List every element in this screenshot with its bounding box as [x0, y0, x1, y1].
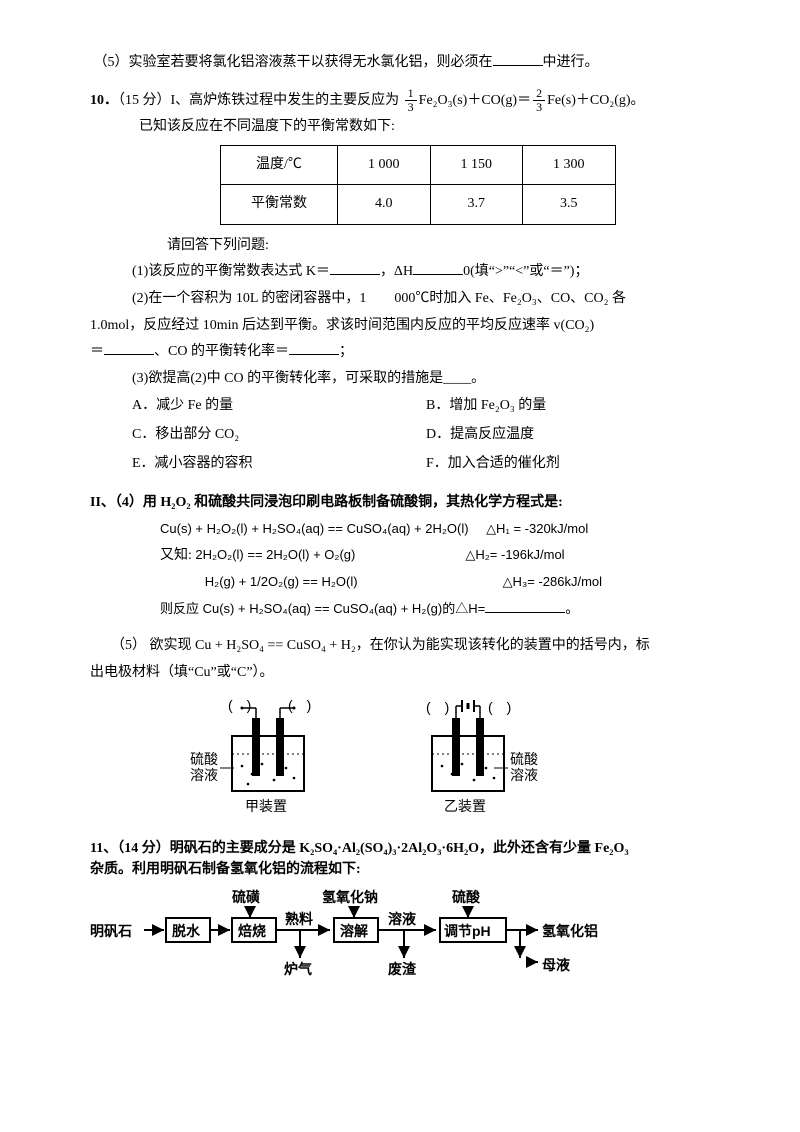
- q5-line: （5）实验室若要将氯化铝溶液蒸干以获得无水氯化铝，则必须在 中进行。: [90, 50, 720, 77]
- q5-tail: 中进行。: [543, 55, 599, 70]
- c2: 1 150: [430, 145, 523, 185]
- frac-2-3: 23: [533, 87, 545, 114]
- eq-l: Fe₂O₃(s)＋CO(g)＝: [419, 93, 531, 108]
- svg-text:溶解: 溶解: [340, 923, 368, 939]
- q10-sub1: (1)该反应的平衡常数表达式 K＝，ΔH0(填“>”“<”或“＝”)；: [90, 259, 720, 286]
- device-1: ( ) ( ) 硫酸 溶液 甲装置: [190, 696, 340, 826]
- q10-sub2-l2: 1.0mol，反应经过 10min 后达到平衡。求该时间范围内反应的平均反应速率…: [90, 313, 720, 340]
- q10-pre: 已知该反应在不同温度下的平衡常数如下:: [90, 114, 720, 141]
- blank-k[interactable]: [330, 260, 380, 275]
- q5b: （5） 欲实现 Cu + H₂SO₄ == CuSO₄ + H₂，在你认为能实现…: [90, 633, 720, 660]
- c3: 1 300: [523, 145, 616, 185]
- th-k: 平衡常数: [221, 185, 338, 225]
- q10-pts: （15 分）: [118, 93, 171, 108]
- svg-text:废渣: 废渣: [388, 961, 417, 977]
- q5-blank[interactable]: [493, 51, 543, 66]
- opt-e[interactable]: E．减小容器的容积: [132, 450, 426, 479]
- svg-text:( ): ( ): [426, 699, 449, 715]
- eq2-line: 又知: 2H₂O₂(l) == 2H₂O(l) + O₂(g)△H₂= -196…: [90, 543, 720, 570]
- eq3-line: H₂(g) + 1/2O₂(g) == H₂O(l)△H₃= -286kJ/mo…: [90, 570, 720, 597]
- svg-text:( ): ( ): [488, 699, 511, 715]
- svg-text:硫磺: 硫磺: [232, 889, 260, 905]
- eq-r: Fe(s)＋CO₂(g)。: [547, 93, 644, 108]
- apparatus-diagrams: ( ) ( ) 硫酸 溶液 甲装置 ( ) ( ) 硫酸 溶液 乙装置: [190, 696, 720, 826]
- blank-dh4[interactable]: [485, 598, 565, 613]
- blank-dh[interactable]: [413, 260, 463, 275]
- svg-text:硫酸: 硫酸: [452, 889, 481, 905]
- q10-head: 10．（15 分）I、高炉炼铁过程中发生的主要反应为 13Fe₂O₃(s)＋CO…: [90, 87, 720, 115]
- blank-conv[interactable]: [289, 340, 339, 355]
- svg-text:母液: 母液: [542, 957, 571, 973]
- v1: 4.0: [338, 185, 431, 225]
- opt-d[interactable]: D．提高反应温度: [426, 421, 720, 450]
- q10-sub3: (3)欲提高(2)中 CO 的平衡转化率，可采取的措施是____。: [90, 366, 720, 393]
- svg-text:( ): ( ): [228, 697, 251, 713]
- eq1-line: Cu(s) + H₂O₂(l) + H₂SO₄(aq) == CuSO₄(aq)…: [90, 517, 720, 544]
- q10-sub2-l3: ＝、CO 的平衡转化率＝；: [90, 339, 720, 366]
- q10-part: I、高炉炼铁过程中发生的主要反应为: [171, 93, 400, 108]
- svg-text:溶液: 溶液: [388, 911, 417, 927]
- opt-b[interactable]: B．增加 Fe₂O₃ 的量: [426, 392, 720, 421]
- svg-text:明矾石: 明矾石: [90, 923, 132, 939]
- c1: 1 000: [338, 145, 431, 185]
- v2: 3.7: [430, 185, 523, 225]
- q10-sub2-l1: (2)在一个容积为 10L 的密闭容器中，1 000℃时加入 Fe、Fe₂O₃、…: [90, 286, 720, 313]
- svg-text:焙烧: 焙烧: [238, 923, 266, 939]
- svg-text:硫酸: 硫酸: [510, 751, 538, 767]
- svg-text:调节pH: 调节pH: [444, 923, 491, 939]
- q11-l2: 杂质。利用明矾石制备氢氧化铝的流程如下:: [90, 859, 720, 880]
- th-temp: 温度/℃: [221, 145, 338, 185]
- svg-text:乙装置: 乙装置: [444, 798, 486, 814]
- q10-2: 请回答下列问题:: [90, 233, 720, 260]
- blank-v[interactable]: [104, 340, 154, 355]
- svg-text:( ): ( ): [288, 697, 311, 713]
- svg-text:溶液: 溶液: [190, 767, 218, 783]
- svg-text:熟料: 熟料: [285, 911, 313, 927]
- svg-text:硫酸: 硫酸: [190, 751, 218, 767]
- svg-text:炉气: 炉气: [284, 961, 312, 977]
- opt-a[interactable]: A．减少 Fe 的量: [132, 392, 426, 421]
- options-group: A．减少 Fe 的量 B．增加 Fe₂O₃ 的量 C．移出部分 CO₂ D．提高…: [90, 392, 720, 478]
- device-2: ( ) ( ) 硫酸 溶液 乙装置: [400, 696, 580, 826]
- opt-f[interactable]: F．加入合适的催化剂: [426, 450, 720, 479]
- q10-num: 10．: [90, 93, 118, 108]
- eq4-line: 则反应 Cu(s) + H₂SO₄(aq) == CuSO₄(aq) + H₂(…: [90, 597, 720, 624]
- q5-text: （5）实验室若要将氯化铝溶液蒸干以获得无水氯化铝，则必须在: [94, 55, 493, 70]
- opt-c[interactable]: C．移出部分 CO₂: [132, 421, 426, 450]
- q11-l1: 11、（14 分）明矾石的主要成分是 K₂SO₄·Al₂(SO₄)₃·2Al₂O…: [90, 838, 720, 859]
- svg-text:甲装置: 甲装置: [245, 798, 287, 814]
- svg-text:溶液: 溶液: [510, 767, 538, 783]
- frac-1-3: 13: [405, 87, 417, 114]
- equilibrium-table: 温度/℃ 1 000 1 150 1 300 平衡常数 4.0 3.7 3.5: [220, 145, 616, 225]
- part2-4: II、（4）用 H₂O₂ 和硫酸共同浸泡印刷电路板制备硫酸铜，其热化学方程式是:: [90, 490, 720, 517]
- q5c: 出电极材料（填“Cu”或“C”）。: [90, 660, 720, 687]
- v3: 3.5: [523, 185, 616, 225]
- svg-text:氢氧化铝: 氢氧化铝: [542, 923, 598, 939]
- svg-text:氢氧化钠: 氢氧化钠: [322, 889, 378, 905]
- svg-text:脱水: 脱水: [172, 923, 201, 939]
- flow-chart: 明矾石 脱水 硫磺 焙烧 熟料 炉气 氢氧化钠 溶解 溶液 废渣 硫酸 调节pH…: [90, 880, 720, 991]
